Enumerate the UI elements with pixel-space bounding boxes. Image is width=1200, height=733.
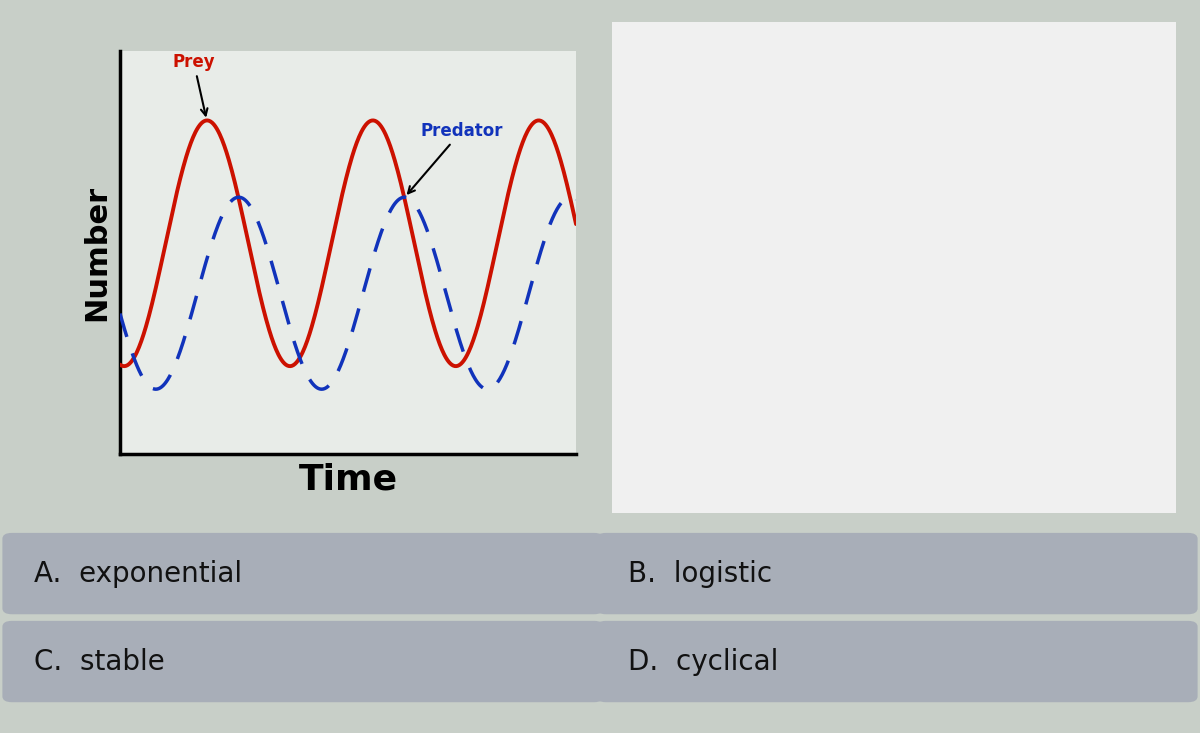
Text: B.  logistic: B. logistic [628,559,772,588]
Text: Prey: Prey [173,53,215,115]
Text: A.  exponential: A. exponential [34,559,241,588]
Y-axis label: Number: Number [83,185,112,321]
X-axis label: Time: Time [299,463,397,497]
Text: In this graph, the prey
and predator populations
periodically increase and
decre: In this graph, the prey and predator pop… [666,128,1122,358]
Text: D.  cyclical: D. cyclical [628,647,778,676]
Text: Predator: Predator [408,122,503,194]
Text: C.  stable: C. stable [34,647,164,676]
